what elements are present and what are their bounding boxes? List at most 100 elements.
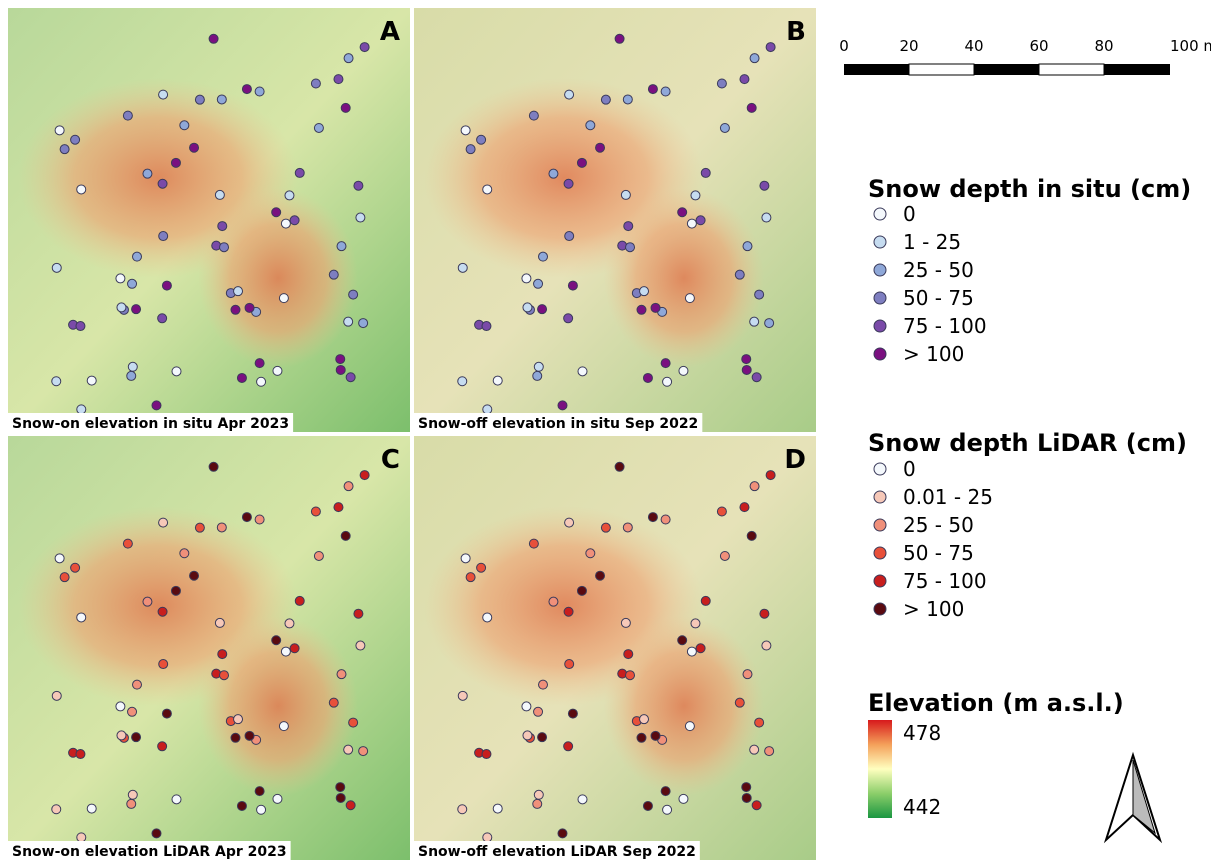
sample-point xyxy=(133,252,142,261)
sample-point xyxy=(615,34,624,43)
sample-point xyxy=(458,377,467,386)
sample-point xyxy=(564,742,573,751)
sample-point xyxy=(643,801,652,810)
sample-point xyxy=(195,523,204,532)
sample-point xyxy=(349,290,358,299)
sample-point xyxy=(687,219,696,228)
sample-point xyxy=(71,135,80,144)
sample-point xyxy=(127,799,136,808)
sample-point xyxy=(691,191,700,200)
sample-point xyxy=(750,317,759,326)
sample-point xyxy=(735,270,744,279)
sample-point xyxy=(231,733,240,742)
sample-point xyxy=(60,573,69,582)
sample-point xyxy=(158,742,167,751)
sample-point xyxy=(685,722,694,731)
sample-point xyxy=(755,718,764,727)
sample-point xyxy=(334,503,343,512)
legend-symbol xyxy=(874,348,886,360)
sample-point xyxy=(742,365,751,374)
sample-point xyxy=(565,232,574,241)
sample-point xyxy=(127,371,136,380)
sample-point xyxy=(273,366,282,375)
sample-point xyxy=(76,750,85,759)
sample-point xyxy=(158,314,167,323)
sample-point xyxy=(52,691,61,700)
sample-point xyxy=(626,671,635,680)
sample-point xyxy=(493,376,502,385)
sample-point xyxy=(257,805,266,814)
sample-point xyxy=(752,801,761,810)
sample-point xyxy=(760,609,769,618)
sample-point xyxy=(234,287,243,296)
sample-point xyxy=(314,551,323,560)
sample-point xyxy=(564,179,573,188)
legend-symbol xyxy=(874,463,886,475)
sample-point xyxy=(255,515,264,524)
sample-point xyxy=(596,143,605,152)
sample-point xyxy=(766,471,775,480)
sample-point xyxy=(483,185,492,194)
sample-point xyxy=(77,613,86,622)
sample-point xyxy=(568,281,577,290)
sample-point xyxy=(159,660,168,669)
sample-point xyxy=(87,804,96,813)
sample-point xyxy=(679,794,688,803)
sample-point xyxy=(717,79,726,88)
panel-caption: Snow-off elevation LiDAR Sep 2022 xyxy=(418,844,696,860)
sample-point xyxy=(281,647,290,656)
panel-letter: A xyxy=(380,17,400,47)
sample-point xyxy=(341,103,350,112)
legend-symbol xyxy=(874,519,886,531)
sample-point xyxy=(615,462,624,471)
sample-point xyxy=(190,571,199,580)
sample-point xyxy=(77,405,86,414)
sample-point xyxy=(171,158,180,167)
sample-point xyxy=(601,95,610,104)
sample-point xyxy=(624,650,633,659)
sample-point xyxy=(534,279,543,288)
sample-point xyxy=(458,263,467,272)
sample-point xyxy=(337,670,346,679)
sample-point xyxy=(359,747,368,756)
sample-point xyxy=(237,373,246,382)
sample-point xyxy=(522,274,531,283)
sample-point xyxy=(52,377,61,386)
sample-point xyxy=(344,317,353,326)
sample-point xyxy=(133,680,142,689)
legend-label: 75 - 100 xyxy=(903,569,987,593)
sample-point xyxy=(336,783,345,792)
map-panel: CSnow-on elevation LiDAR Apr 2023 xyxy=(8,436,410,860)
sample-point xyxy=(218,650,227,659)
sample-point xyxy=(720,551,729,560)
sample-point xyxy=(314,123,323,132)
sample-point xyxy=(538,305,547,314)
figure: ASnow-on elevation in situ Apr 2023BSnow… xyxy=(0,0,1211,863)
sample-point xyxy=(626,243,635,252)
sample-point xyxy=(290,216,299,225)
legend-symbol xyxy=(874,547,886,559)
sample-point xyxy=(663,805,672,814)
sample-point xyxy=(245,303,254,312)
sample-point xyxy=(349,718,358,727)
sample-point xyxy=(586,121,595,130)
sample-point xyxy=(534,790,543,799)
sample-point xyxy=(621,190,630,199)
sample-point xyxy=(765,319,774,328)
sample-point xyxy=(466,573,475,582)
sample-point xyxy=(279,294,288,303)
sample-point xyxy=(523,303,532,312)
sample-point xyxy=(354,609,363,618)
sample-point xyxy=(696,216,705,225)
sample-point xyxy=(640,287,649,296)
sample-point xyxy=(533,799,542,808)
sample-point xyxy=(565,518,574,527)
sample-point xyxy=(762,641,771,650)
sample-point xyxy=(279,722,288,731)
sample-point xyxy=(272,636,281,645)
sample-point xyxy=(295,596,304,605)
sample-point xyxy=(354,181,363,190)
sample-point xyxy=(621,618,630,627)
sample-point xyxy=(483,833,492,842)
sample-point xyxy=(209,462,218,471)
